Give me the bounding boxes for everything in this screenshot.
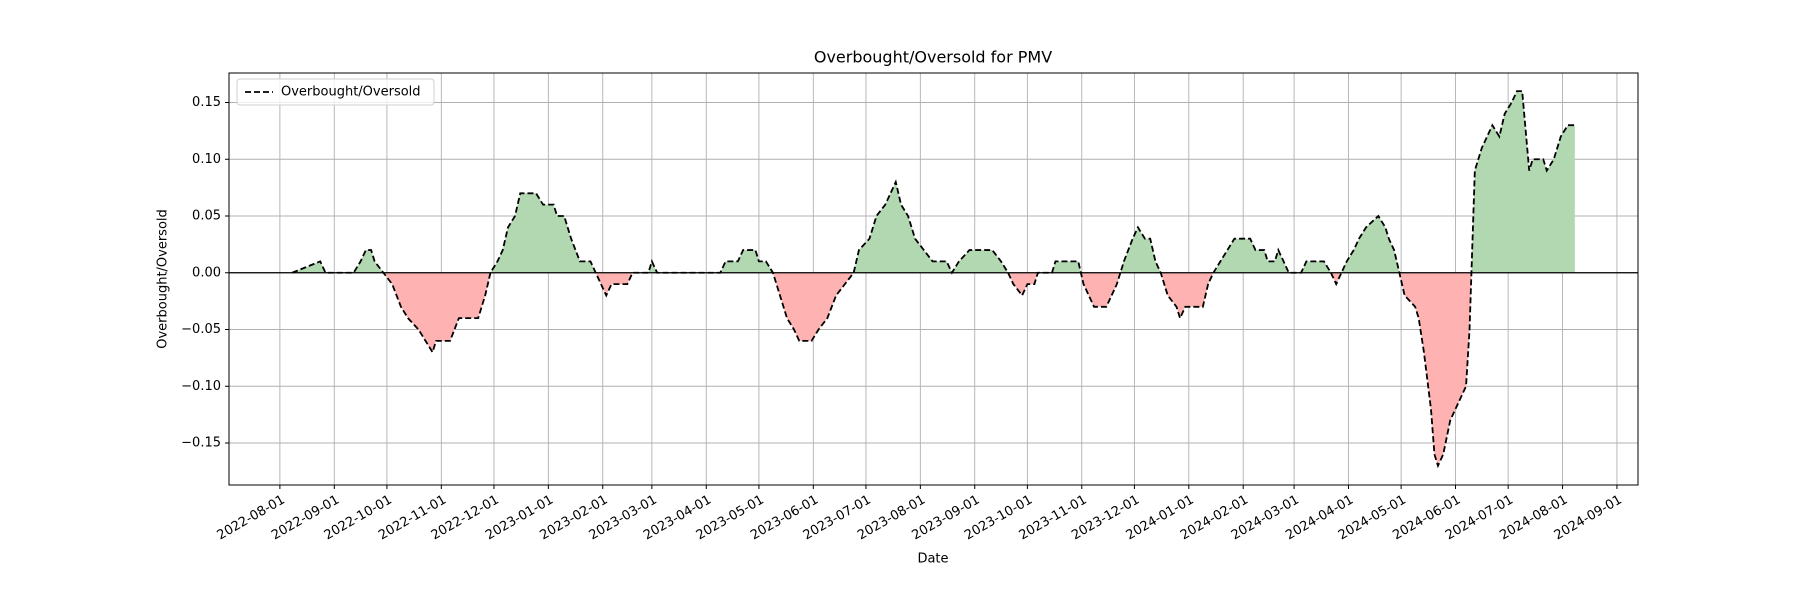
x-axis-label: Date (917, 552, 948, 567)
plot-frame (228, 72, 1639, 486)
area-negative (292, 272, 1575, 466)
y-tick-label: 0.10 (192, 152, 221, 167)
y-tick-label: 0.00 (192, 265, 221, 280)
legend-label: Overbought/Oversold (281, 85, 421, 100)
y-tick-label: 0.15 (192, 95, 221, 110)
line (291, 90, 1575, 469)
y-tick-label: −0.05 (181, 322, 221, 337)
legend-box (236, 78, 435, 106)
y-tick-label: 0.05 (192, 209, 221, 224)
chart-title: Overbought/Oversold for PMV (814, 48, 1052, 67)
y-tick-label: −0.10 (181, 379, 221, 394)
y-axis-label: Overbought/Oversold (156, 209, 171, 349)
y-tick-label: −0.15 (181, 436, 221, 451)
